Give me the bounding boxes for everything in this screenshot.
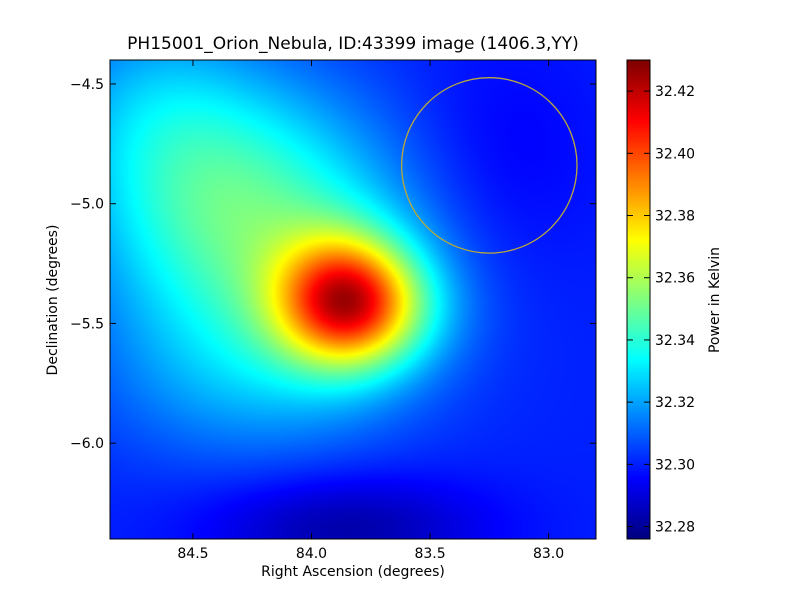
x-tick-label: 83.5 — [414, 546, 445, 562]
colorbar-tick-label: 32.40 — [655, 146, 695, 162]
colorbar-tick-label: 32.32 — [655, 395, 695, 411]
x-axis-label: Right Ascension (degrees) — [261, 564, 445, 580]
circle-marker — [400, 77, 578, 254]
colorbar-tick-label: 32.38 — [655, 209, 695, 225]
x-tick-label: 83.0 — [533, 546, 564, 562]
colorbar-label: Power in Kelvin — [707, 247, 723, 353]
plot-frame — [109, 59, 597, 540]
colorbar-frame — [626, 59, 651, 540]
colorbar-tick-label: 32.28 — [655, 520, 695, 536]
y-axis-label: Declination (degrees) — [45, 225, 61, 376]
y-tick-label: −5.5 — [70, 316, 104, 332]
y-tick-label: −6.0 — [70, 436, 104, 452]
colorbar-tick-label: 32.36 — [655, 271, 695, 287]
colorbar-tick-label: 32.42 — [655, 84, 695, 100]
x-tick-label: 84.5 — [177, 546, 208, 562]
heatmap-image — [110, 60, 596, 539]
colorbar-tick-label: 32.30 — [655, 457, 695, 473]
y-tick-label: −4.5 — [70, 77, 104, 93]
colorbar-tick-label: 32.34 — [655, 333, 695, 349]
chart-title: PH15001_Orion_Nebula, ID:43399 image (14… — [127, 34, 579, 54]
x-tick-label: 84.0 — [296, 546, 327, 562]
y-tick-label: −5.0 — [70, 197, 104, 213]
colorbar-gradient — [627, 60, 650, 539]
